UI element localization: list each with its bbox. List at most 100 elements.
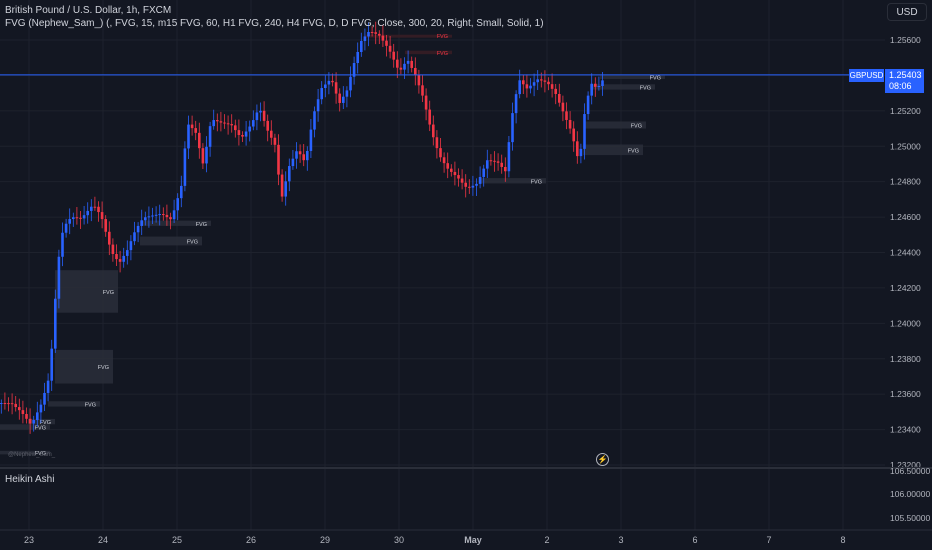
candle-body — [457, 175, 460, 179]
candle-body — [478, 176, 482, 184]
fvg-label: FVG — [650, 76, 661, 82]
candle-body — [439, 148, 442, 158]
candle-body — [115, 254, 118, 260]
candle-body — [316, 99, 320, 112]
fvg-label: FVG — [628, 148, 639, 154]
last-price-label: 1.25403 08:06 — [885, 69, 924, 93]
candle-body — [136, 225, 140, 233]
fvg-label: FVG — [531, 179, 542, 185]
candle-body — [360, 41, 363, 52]
fvg-zone — [28, 418, 55, 425]
candle-body — [147, 216, 151, 218]
candle-body — [313, 111, 316, 130]
candle-body — [284, 181, 287, 197]
candle-body — [464, 182, 467, 187]
candle-body — [118, 259, 122, 262]
candle-body — [140, 220, 143, 226]
candle-body — [428, 109, 431, 125]
candle-body — [396, 59, 399, 68]
pane2-tick-label: 106.50000 — [890, 466, 930, 476]
candle-body — [241, 134, 244, 137]
candle-body — [255, 112, 259, 121]
candle-body — [277, 144, 280, 175]
candle-body — [295, 151, 298, 159]
candle-body — [194, 128, 197, 133]
candle-body — [165, 214, 169, 218]
candle-body — [327, 80, 331, 85]
candle-body — [507, 142, 511, 172]
candle-body — [504, 166, 507, 172]
candle-body — [201, 148, 205, 164]
price-tick-label: 1.24400 — [890, 248, 921, 258]
candle-body — [518, 80, 521, 95]
candle-body — [460, 178, 464, 183]
candle-body — [93, 206, 97, 208]
candle-body — [565, 111, 568, 120]
fvg-zone — [405, 50, 452, 55]
candle-body — [234, 125, 237, 131]
time-tick-label: 6 — [692, 535, 697, 545]
time-tick-label: 26 — [246, 535, 256, 545]
author-watermark: @Nephew_Sam_ — [8, 452, 56, 458]
candle-body — [496, 161, 500, 163]
candle-body — [187, 124, 190, 149]
candle-body — [298, 151, 302, 155]
time-tick-label: 24 — [98, 535, 108, 545]
candle-body — [133, 232, 136, 242]
candle-body — [529, 85, 532, 89]
fvg-label: FVG — [196, 222, 207, 228]
symbol-price-label: GBPUSD — [849, 69, 884, 82]
candle-body — [583, 114, 586, 149]
lightning-icon[interactable]: ⚡ — [596, 453, 609, 466]
candle-body — [291, 158, 295, 167]
fvg-zone — [48, 401, 100, 407]
candle-body — [223, 122, 226, 124]
candle-body — [212, 120, 215, 127]
price-tick-label: 1.24000 — [890, 318, 921, 328]
candle-body — [270, 130, 273, 138]
candle-body — [190, 124, 194, 129]
candle-body — [532, 82, 536, 86]
candle-body — [446, 163, 449, 169]
price-tick-label: 1.24200 — [890, 283, 921, 293]
fvg-label: FVG — [35, 451, 46, 457]
candle-body — [540, 79, 543, 81]
candle-body — [482, 168, 485, 177]
price-tick-label: 1.23400 — [890, 425, 921, 435]
candle-body — [180, 185, 183, 199]
candle-body — [104, 219, 107, 232]
time-tick-label: 29 — [320, 535, 330, 545]
fvg-zone — [365, 34, 452, 38]
lower-pane-label[interactable]: Heikin Ashi — [5, 474, 55, 485]
fvg-label: FVG — [40, 420, 51, 426]
price-tick-label: 1.24800 — [890, 177, 921, 187]
candle-body — [39, 404, 43, 413]
price-tick-label: 1.25200 — [890, 106, 921, 116]
candle-body — [237, 130, 241, 135]
indicator-legend[interactable]: FVG (Nephew_Sam_) (, FVG, 15, m15 FVG, 6… — [5, 18, 544, 29]
time-axis[interactable]: 23 24 25 26 29 30 May 2 3 6 7 8 — [0, 529, 932, 545]
candle-body — [536, 79, 539, 83]
fvg-label: FVG — [437, 34, 448, 40]
candle-body — [36, 412, 39, 421]
currency-button[interactable]: USD — [887, 3, 927, 21]
candle-body — [450, 168, 453, 172]
candle-body — [86, 210, 89, 216]
fvg-label: FVG — [103, 290, 114, 296]
candle-body — [82, 215, 86, 219]
candle-body — [79, 217, 82, 219]
price-tick-label: 1.23800 — [890, 354, 921, 364]
candle-body — [435, 137, 439, 149]
price-tick-label: 1.23200 — [890, 460, 921, 470]
candle-body — [370, 32, 374, 34]
candle-body — [381, 35, 385, 41]
candle-body — [345, 90, 349, 97]
candle-body — [111, 244, 115, 255]
candle-body — [558, 94, 561, 103]
symbol-title[interactable]: British Pound / U.S. Dollar, 1h, FXCM — [5, 5, 172, 16]
fvg-zone — [480, 178, 546, 184]
price-tick-label: 1.23600 — [890, 389, 921, 399]
candle-body — [28, 418, 32, 424]
candle-body — [68, 219, 71, 224]
